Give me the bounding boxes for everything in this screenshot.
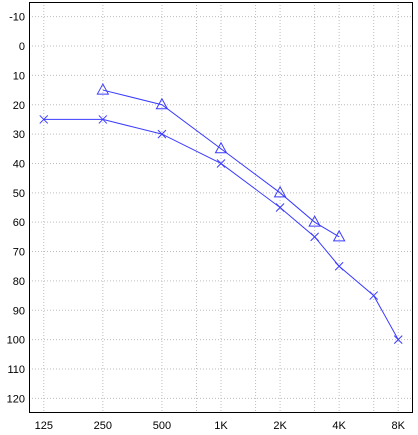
x-marker: [369, 291, 379, 300]
y-tick-label: 60: [13, 217, 25, 229]
y-tick-label: -10: [9, 12, 25, 24]
x-marker: [310, 232, 319, 242]
plot-border: [29, 2, 413, 413]
x-tick-label: 125: [35, 420, 53, 432]
triangle-marker: [96, 83, 110, 95]
series-group: [39, 83, 403, 344]
y-tick-label: 40: [13, 158, 25, 170]
triangle-marker: [155, 97, 169, 110]
x-marker: [275, 203, 285, 212]
triangle-marker: [214, 141, 228, 154]
x-marker: [98, 115, 108, 124]
x-marker: [393, 335, 403, 344]
y-tick-label: 70: [13, 247, 25, 259]
x-axis-labels: 125 250 500 1K 2K 4K 8K: [35, 420, 406, 432]
y-tick-label: 50: [13, 188, 25, 200]
x-tick-label: 4K: [332, 420, 346, 432]
y-tick-label: 90: [13, 305, 25, 317]
y-axis-labels: -10 0 10 20 30 40 50 60 70 80 90 100 110 120: [7, 12, 25, 406]
triangle-marker: [308, 215, 321, 227]
grid: [29, 2, 413, 413]
x-tick-label: 500: [153, 420, 171, 432]
y-tick-label: 30: [13, 129, 25, 141]
x-marker: [39, 115, 49, 124]
y-tick-label: 100: [7, 335, 25, 347]
triangle-marker: [332, 229, 346, 242]
y-tick-label: 20: [13, 100, 25, 112]
y-tick-label: 0: [19, 41, 25, 53]
x-marker: [334, 261, 344, 271]
x-tick-label: 8K: [391, 420, 405, 432]
x-tick-label: 1K: [214, 420, 228, 432]
y-tick-label: 10: [13, 70, 25, 82]
plot-frame: [29, 2, 413, 413]
y-tick-label: 110: [7, 364, 25, 376]
y-tick-label: 80: [13, 276, 25, 288]
triangle-marker: [273, 185, 287, 198]
y-tick-label: 120: [7, 393, 25, 405]
x-tick-label: 2K: [273, 420, 287, 432]
x-marker: [216, 159, 226, 168]
x-tick-label: 250: [94, 420, 112, 432]
x-marker: [157, 129, 167, 139]
